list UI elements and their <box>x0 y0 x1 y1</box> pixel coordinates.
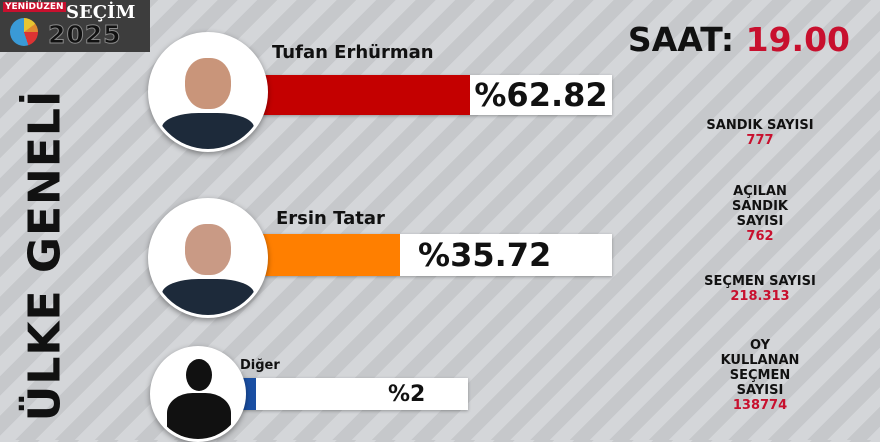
stat-label: SEÇMEN SAYISI <box>704 274 816 289</box>
person-silhouette-icon <box>150 346 246 442</box>
candidate-name: Ersin Tatar <box>276 208 385 229</box>
stat-opened-boxes: AÇILAN SANDIK SAYISI 762 <box>670 184 850 244</box>
stat-value: 218.313 <box>730 289 790 304</box>
stat-value: 777 <box>746 133 774 148</box>
time-label: SAAT: <box>627 20 735 59</box>
candidate-name: Tufan Erhürman <box>272 42 434 63</box>
stat-voters: SEÇMEN SAYISI 218.313 <box>670 274 850 304</box>
percent-label: %62.82 <box>474 76 608 114</box>
stat-value: 762 <box>746 229 774 244</box>
stat-label: OY KULLANAN SEÇMEN SAYISI <box>720 338 800 398</box>
time-display: SAAT: 19.00 <box>628 20 850 59</box>
candidate-name: Diğer <box>240 358 280 373</box>
region-title: ÜLKE GENELİ <box>19 89 71 422</box>
candidate-photo-erhurman <box>148 32 268 152</box>
brand-label: YENİDÜZEN <box>3 2 66 12</box>
time-value: 19.00 <box>745 20 850 59</box>
pie-chart-icon <box>10 18 38 46</box>
logo-title: SEÇİM <box>66 2 136 23</box>
stat-value: 138774 <box>732 398 788 413</box>
candidate-photo-tatar <box>148 198 268 318</box>
stat-turnout: OY KULLANAN SEÇMEN SAYISI 138774 <box>670 338 850 413</box>
stat-label: SANDIK SAYISI <box>706 118 814 133</box>
logo-year: 2025 <box>48 20 122 50</box>
election-logo: YENİDÜZEN SEÇİM 2025 <box>0 0 150 52</box>
stat-ballot-boxes: SANDIK SAYISI 777 <box>670 118 850 148</box>
stat-label: AÇILAN SANDIK SAYISI <box>731 184 788 229</box>
percent-label: %2 <box>388 381 426 407</box>
percent-label: %35.72 <box>418 236 552 274</box>
